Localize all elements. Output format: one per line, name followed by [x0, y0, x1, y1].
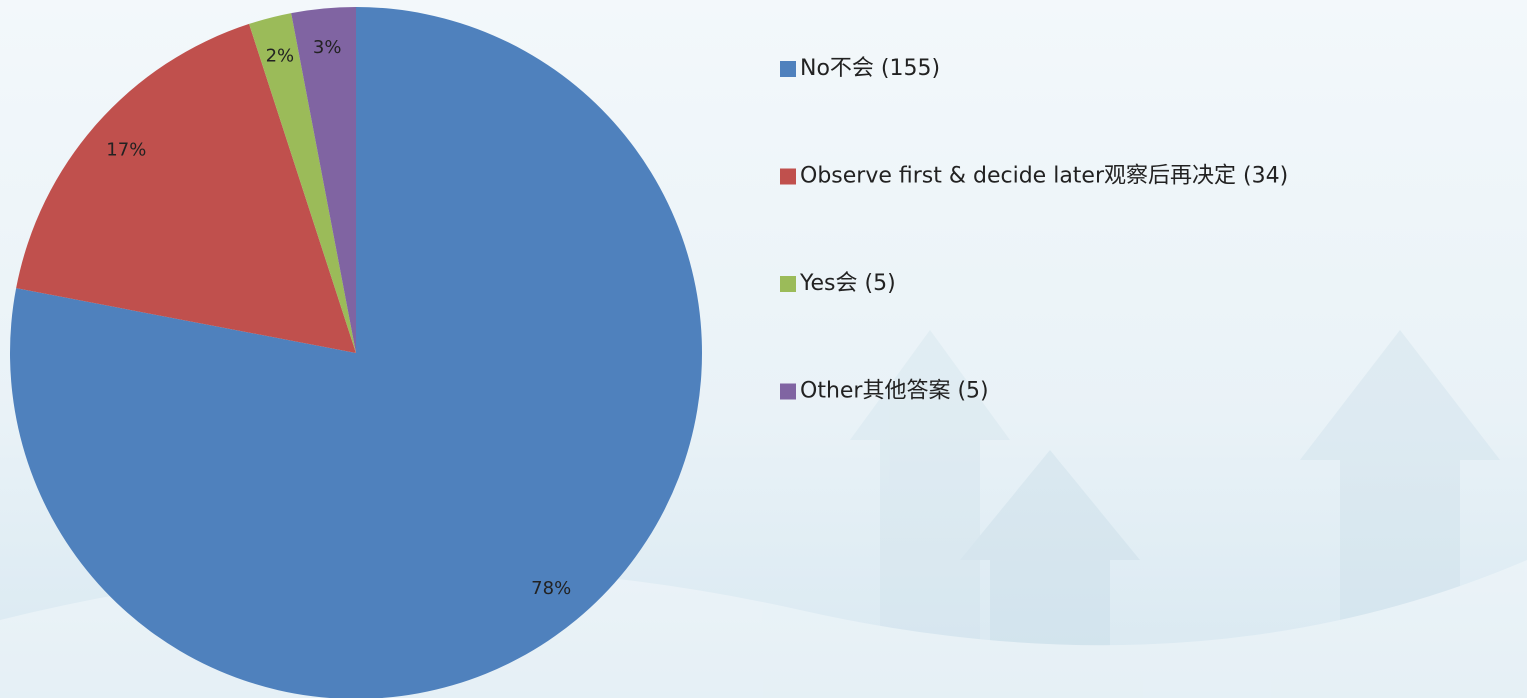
- legend-swatch: [780, 383, 796, 400]
- pie: 78% 17% 2% 3%: [10, 7, 702, 698]
- legend-swatch: [780, 276, 796, 292]
- legend: No不会 (155) Observe first & decide later观察…: [780, 56, 1288, 404]
- legend-swatch: [780, 168, 796, 185]
- legend-label: Observe first & decide later观察后再决定 (34): [800, 164, 1288, 189]
- legend-label: No不会 (155): [800, 56, 940, 81]
- pie-slice: [16, 23, 357, 353]
- slice-label: 3%: [313, 37, 342, 58]
- slice-label: 78%: [531, 578, 571, 599]
- pie-slice: [249, 13, 356, 354]
- pie-slice: [10, 7, 702, 698]
- slice-label: 2%: [266, 45, 295, 66]
- legend-swatch: [780, 61, 796, 77]
- slice-label: 17%: [106, 139, 146, 160]
- legend-label: Yes会 (5): [799, 271, 896, 296]
- legend-label: Other其他答案 (5): [800, 379, 989, 404]
- pie-slice: [291, 7, 356, 353]
